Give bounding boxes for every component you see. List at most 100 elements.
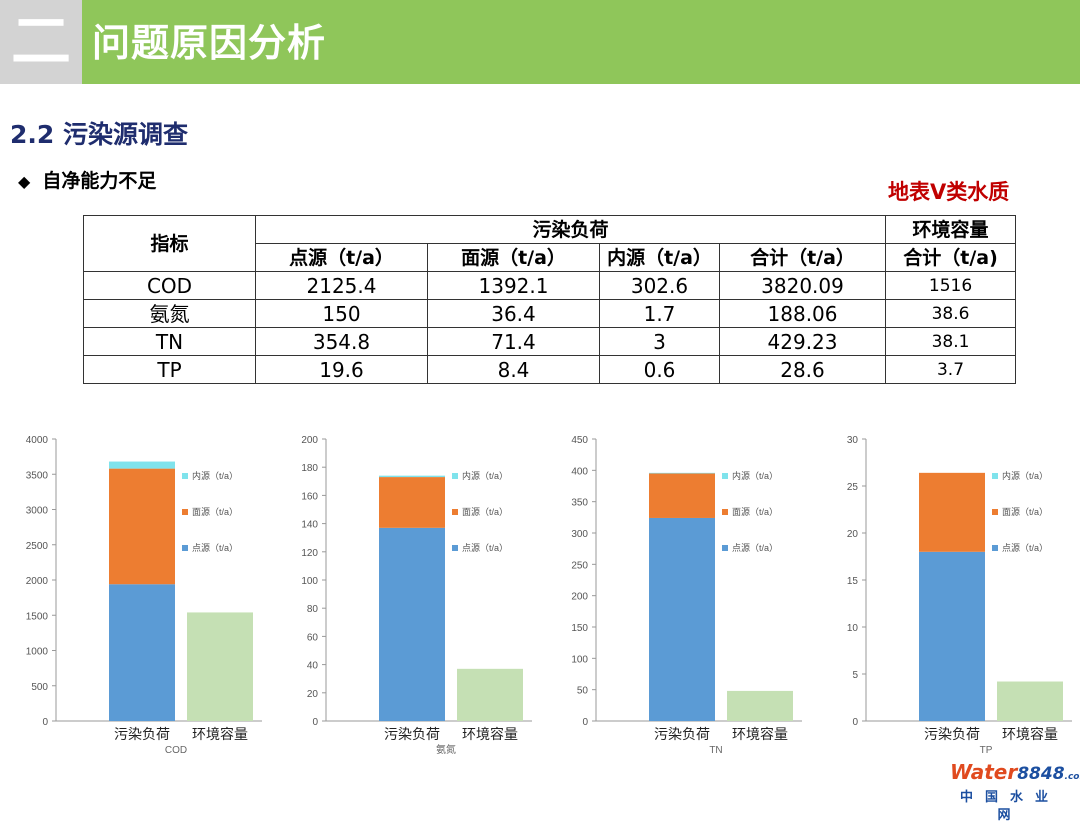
legend-label: 内源（t/a） — [1002, 470, 1048, 481]
cell-total: 28.6 — [718, 355, 887, 384]
chart-ammonia-svg: 0 20 40 60 80 100 120 140 160 180 200 污染负荷 环境容量 内源（t/… — [301, 435, 532, 756]
cell-point: 150 — [255, 299, 428, 328]
cell-area: 71.4 — [427, 327, 600, 356]
y-tick-label: 150 — [571, 623, 588, 634]
y-tick-label: 200 — [571, 592, 588, 603]
subheader-area: 面源（t/a） — [427, 243, 600, 272]
y-tick-label: 40 — [307, 661, 319, 672]
legend-swatch — [182, 473, 188, 479]
bar-area — [919, 472, 985, 552]
x-category-label: 污染负荷 — [384, 726, 440, 742]
y-tick-label: 60 — [307, 632, 319, 643]
y-tick-label: 300 — [571, 529, 588, 540]
y-tick-label: 0 — [312, 717, 318, 728]
title-bar: 二 问题原因分析 — [0, 0, 1080, 84]
section-heading: 2.2 污染源调查 — [10, 120, 188, 149]
chart-tn: 0 50 100 150 200 250 300 350 400 450 污染负荷 环境容量 内源（t/… — [540, 425, 808, 760]
table-row: COD 2125.4 1392.1 302.6 3820.09 1516 — [83, 271, 1017, 300]
section-number: 二 — [11, 7, 71, 77]
cell-point: 19.6 — [255, 355, 428, 384]
chart-cod-svg: 0 500 1000 1500 2000 2500 3000 3500 4000 污染负荷 环境容量… — [26, 435, 262, 756]
legend-swatch — [182, 509, 188, 515]
bar-internal — [649, 472, 715, 474]
cell-area: 1392.1 — [427, 271, 600, 300]
y-tick-label: 100 — [301, 576, 318, 587]
legend-label: 面源（t/a） — [1002, 507, 1048, 517]
y-tick-label: 2500 — [26, 541, 49, 552]
bar-capacity — [457, 668, 523, 721]
legend-swatch — [992, 473, 998, 479]
y-tick-label: 10 — [847, 623, 859, 634]
legend-label: 面源（t/a） — [192, 507, 238, 517]
y-tick-label: 200 — [301, 435, 318, 446]
y-tick-label: 100 — [571, 654, 588, 665]
water-quality-note: 地表V类水质 — [888, 180, 1010, 204]
x-category-label: 环境容量 — [192, 726, 248, 742]
bullet-text: 自净能力不足 — [42, 170, 157, 192]
cell-capacity: 38.1 — [885, 327, 1017, 356]
y-tick-label: 400 — [571, 466, 588, 477]
x-category-label: 环境容量 — [462, 726, 518, 742]
bar-capacity — [727, 690, 793, 721]
cell-area: 36.4 — [427, 299, 600, 328]
chart-tp-svg: 0 5 10 15 20 25 30 污染负荷 环境容量 内源（t/a） 面源（t/a） 点源（t/a… — [847, 435, 1072, 756]
x-category-label: 污染负荷 — [924, 726, 980, 742]
cell-indicator: 氨氮 — [83, 299, 256, 328]
chart-title: TN — [709, 745, 722, 756]
section-number-box: 二 — [0, 0, 82, 84]
legend-swatch — [182, 545, 188, 551]
chart-title: 氨氮 — [436, 743, 456, 756]
pollution-load-table: 指标 污染负荷 环境容量 点源（t/a） 面源（t/a） 内源（t/a） 合计（… — [83, 215, 1017, 384]
cell-capacity: 38.6 — [885, 299, 1017, 328]
table-row: 氨氮 150 36.4 1.7 188.06 38.6 — [83, 299, 1017, 328]
legend-swatch — [452, 545, 458, 551]
bar-internal — [109, 461, 175, 469]
bar-area — [109, 468, 175, 585]
header-env-capacity: 环境容量 — [885, 215, 1017, 244]
legend-label: 点源（t/a） — [732, 543, 778, 553]
bar-point — [109, 584, 175, 721]
chart-tn-svg: 0 50 100 150 200 250 300 350 400 450 污染负荷 环境容量 内源（t/… — [571, 435, 802, 756]
y-tick-label: 350 — [571, 498, 588, 509]
y-tick-label: 2000 — [26, 576, 49, 587]
y-tick-label: 5 — [852, 670, 858, 681]
legend-swatch — [992, 545, 998, 551]
y-tick-label: 160 — [301, 491, 318, 502]
y-tick-label: 0 — [42, 717, 48, 728]
subheader-capacity-total: 合计（t/a) — [885, 243, 1017, 272]
bar-capacity — [997, 681, 1063, 721]
y-tick-label: 15 — [847, 576, 859, 587]
y-tick-label: 250 — [571, 560, 588, 571]
y-tick-label: 500 — [31, 682, 48, 693]
bar-internal — [379, 475, 445, 478]
chart-cod: 0 500 1000 1500 2000 2500 3000 3500 4000 污染负荷 环境容量… — [0, 425, 268, 760]
cell-internal: 302.6 — [599, 271, 720, 300]
y-tick-label: 0 — [852, 717, 858, 728]
watermark-brand-c: 8848 — [1017, 764, 1065, 784]
watermark-brand: Water8848.com — [950, 760, 1080, 789]
y-tick-label: 3500 — [26, 470, 49, 481]
cell-total: 188.06 — [718, 299, 887, 328]
y-tick-label: 140 — [301, 520, 318, 531]
x-category-label: 环境容量 — [1002, 726, 1058, 742]
page-title: 问题原因分析 — [92, 21, 327, 65]
y-tick-label: 80 — [307, 604, 319, 615]
cell-internal: 0.6 — [599, 355, 720, 384]
chart-title: COD — [165, 745, 187, 756]
bar-capacity — [187, 612, 253, 721]
watermark-logo: Water8848.com 中国水业网 — [950, 760, 1080, 825]
watermark-brand-a: Wat — [950, 760, 994, 784]
subheader-internal: 内源（t/a） — [599, 243, 720, 272]
table-row: TP 19.6 8.4 0.6 28.6 3.7 — [83, 355, 1017, 384]
legend-label: 内源（t/a） — [192, 470, 238, 481]
legend-label: 面源（t/a） — [462, 507, 508, 517]
y-tick-label: 1000 — [26, 647, 49, 658]
legend-label: 点源（t/a） — [1002, 543, 1048, 553]
y-tick-label: 20 — [847, 529, 859, 540]
watermark-sub: 中国水业网 — [959, 790, 1060, 823]
cell-capacity: 3.7 — [885, 355, 1017, 384]
cell-area: 8.4 — [427, 355, 600, 384]
chart-tp: 0 5 10 15 20 25 30 污染负荷 环境容量 内源（t/a） 面源（t/a） 点源（t/a… — [810, 425, 1078, 760]
x-category-label: 污染负荷 — [114, 726, 170, 742]
cell-indicator: TN — [83, 327, 256, 356]
